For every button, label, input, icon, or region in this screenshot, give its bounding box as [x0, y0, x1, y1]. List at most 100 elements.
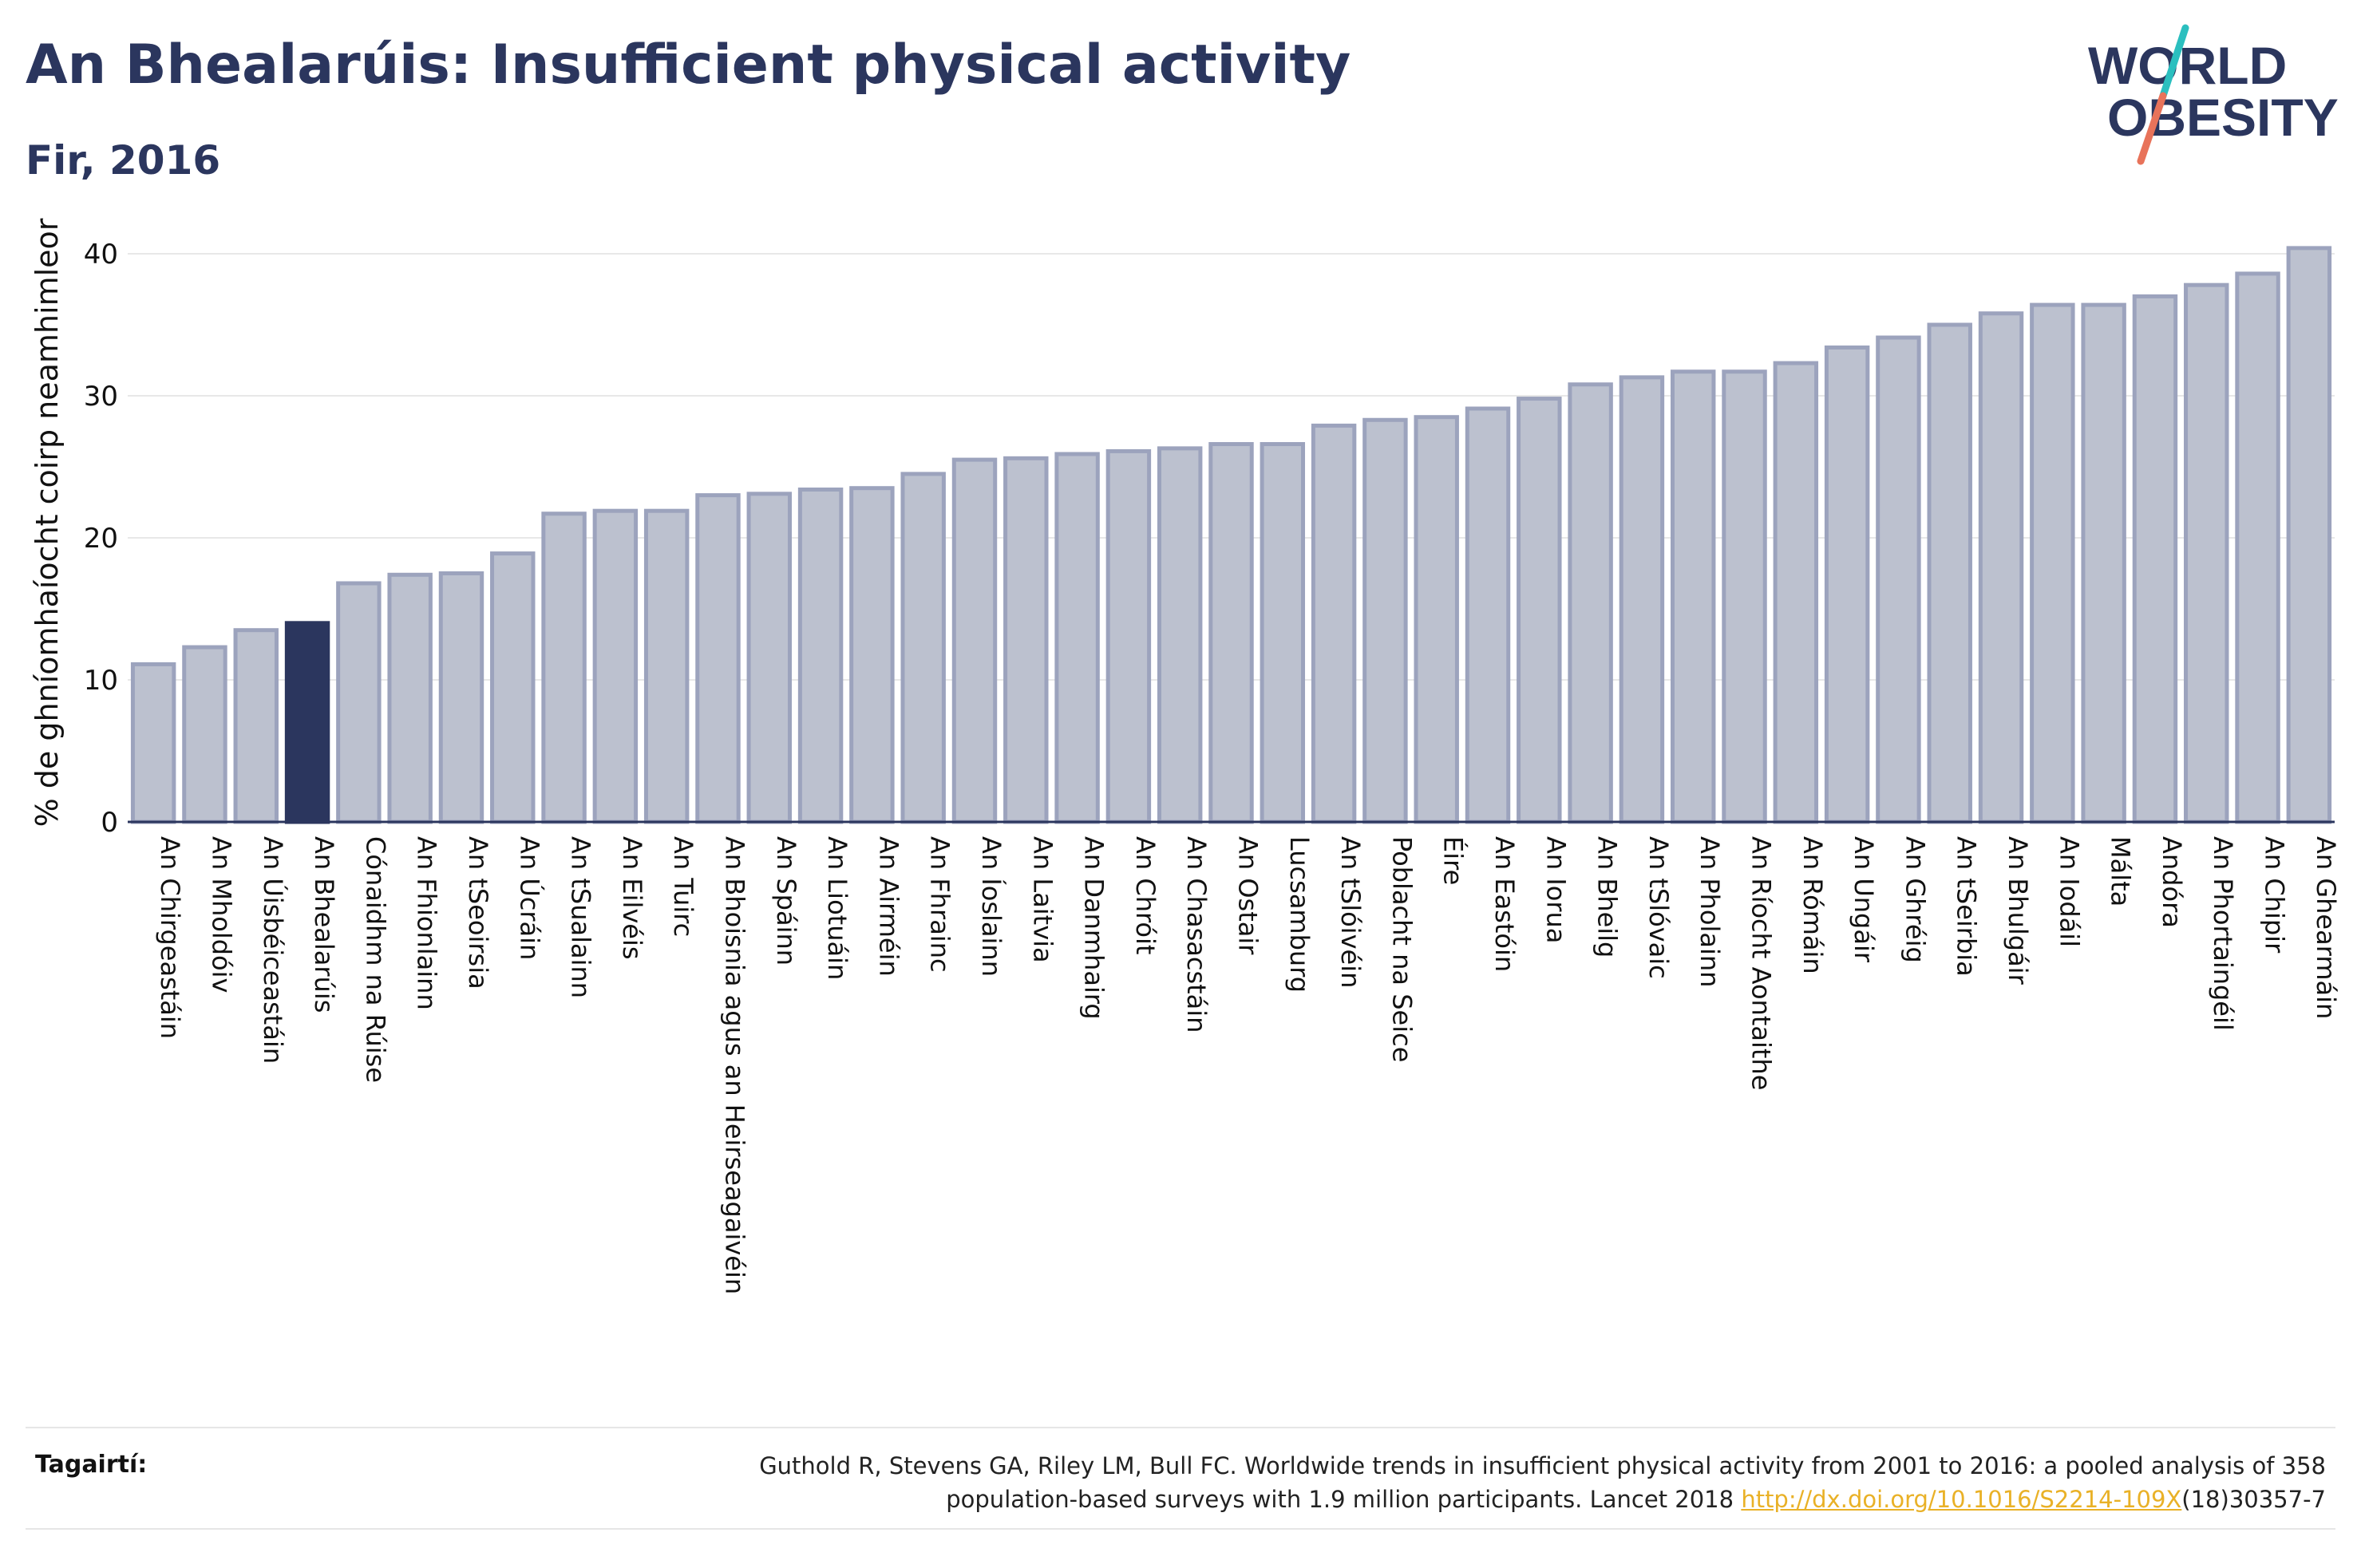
bar[interactable]	[2286, 246, 2332, 824]
x-tick-label: An Bhoisnia agus an Heirseagaivéin	[719, 836, 749, 1294]
x-tick-label: An Úisbéiceastáin	[258, 836, 289, 1064]
bar[interactable]	[1105, 448, 1152, 824]
bar[interactable]	[1978, 311, 2024, 824]
x-tick-label: Málta	[2106, 836, 2136, 906]
bar[interactable]	[1003, 456, 1049, 824]
x-tick-label: An tSualainn	[566, 836, 596, 998]
bar[interactable]	[182, 645, 227, 824]
bar[interactable]	[1671, 369, 1716, 824]
x-tick-label: An Bhealarúis	[309, 836, 339, 1013]
bar[interactable]	[1517, 397, 1562, 824]
x-tick-label: An Liotuáin	[822, 836, 852, 980]
bar[interactable]	[1722, 369, 1767, 824]
x-axis: An Chirgeastáin An Mholdóiv An Úisbéiceast…	[128, 820, 2341, 1294]
x-tick-label: An Eastóin	[1489, 836, 1520, 972]
references-doi-link[interactable]: http://dx.doi.org/10.1016/S2214-109X	[1741, 1486, 2182, 1513]
bar[interactable]	[233, 628, 279, 824]
x-tick-label: Poblacht na Seice	[1386, 836, 1417, 1062]
bar[interactable]	[2184, 282, 2229, 824]
x-tick-label: An Pholainn	[1695, 836, 1725, 987]
bar[interactable]	[1208, 442, 1254, 824]
bar[interactable]	[1824, 345, 1870, 824]
bar[interactable]	[1619, 375, 1665, 824]
x-tick-label: An Fhionlainn	[412, 836, 442, 1010]
x-tick-label: An Laitvia	[1027, 836, 1058, 963]
x-tick-label: An Íoslainn	[976, 836, 1006, 977]
y-tick-label: 10	[84, 665, 118, 697]
x-tick-label: An Bheilg	[1592, 836, 1623, 958]
bar[interactable]	[1773, 361, 1819, 824]
bar[interactable]	[592, 508, 639, 824]
x-tick-label: Andóra	[2157, 836, 2187, 928]
x-tick-label: An Ungáir	[1849, 836, 1879, 963]
bar[interactable]	[336, 581, 382, 824]
references-line2-prefix: population-based surveys with 1.9 millio…	[946, 1486, 1742, 1513]
x-tick-label: An Tuirc	[668, 836, 698, 937]
y-tick-label: 40	[84, 239, 118, 271]
bar[interactable]	[746, 492, 793, 824]
bars	[130, 246, 2332, 824]
bar[interactable]	[541, 511, 587, 824]
bar[interactable]	[2081, 302, 2126, 824]
x-tick-label: Éire	[1438, 836, 1469, 885]
y-axis: 0 10 20 30 40	[84, 239, 118, 839]
bar[interactable]	[900, 472, 946, 824]
x-tick-label: An tSlóvaic	[1643, 836, 1674, 979]
x-tick-label: An Chróit	[1130, 836, 1161, 954]
x-tick-label: An Chasacstáin	[1181, 836, 1212, 1033]
bar[interactable]	[1260, 442, 1306, 824]
bar[interactable]	[2030, 302, 2075, 824]
x-tick-label: An Bhulgáir	[2003, 836, 2033, 985]
y-axis-label: % de ghníomhaíocht coirp neamhimleor	[30, 218, 65, 827]
x-tick-label: An Ostair	[1233, 836, 1264, 955]
logo-slash-coral	[2137, 92, 2167, 165]
x-tick-label: An Mholdóiv	[206, 836, 236, 993]
chart-subtitle: Fir, 2016	[26, 137, 221, 184]
bar[interactable]	[643, 508, 690, 824]
bar[interactable]	[2132, 294, 2178, 824]
bar[interactable]	[1465, 406, 1511, 824]
bar[interactable]	[849, 486, 895, 824]
y-tick-label: 30	[84, 381, 118, 413]
x-tick-label: An Airméin	[873, 836, 904, 977]
references-panel: Tagairtí: Guthold R, Stevens GA, Riley L…	[26, 1427, 2335, 1530]
bar[interactable]	[284, 621, 330, 824]
x-tick-label: An tSeoirsia	[463, 836, 493, 989]
bar[interactable]	[490, 551, 536, 824]
bar[interactable]	[1414, 415, 1459, 824]
bar[interactable]	[130, 662, 176, 824]
x-tick-label: Lucsamburg	[1284, 836, 1315, 993]
bar[interactable]	[2235, 271, 2280, 824]
x-tick-label: An Rómáin	[1797, 836, 1828, 974]
references-line2-suffix: (18)30357-7	[2181, 1486, 2326, 1513]
y-tick-label: 20	[84, 523, 118, 555]
bar[interactable]	[695, 493, 741, 824]
bar[interactable]	[1157, 446, 1203, 824]
bar[interactable]	[951, 457, 998, 824]
y-tick-label: 0	[101, 807, 118, 839]
bar[interactable]	[1876, 335, 1921, 824]
references-label: Tagairtí:	[35, 1451, 148, 1479]
bar[interactable]	[797, 487, 844, 824]
x-tick-label: An tSlóivéin	[1335, 836, 1366, 988]
bar[interactable]	[1362, 417, 1408, 824]
x-tick-label: An Fhrainc	[925, 836, 955, 973]
x-tick-label: An tSeirbia	[1952, 836, 1982, 977]
x-tick-label: An Chirgeastáin	[155, 836, 185, 1039]
x-tick-label: An Ríocht Aontaithe	[1746, 836, 1777, 1090]
bar[interactable]	[1927, 322, 1972, 824]
x-tick-label: An Eilvéis	[617, 836, 647, 960]
bar[interactable]	[1311, 423, 1357, 824]
world-obesity-logo: WORLD OBESITY	[2088, 24, 2339, 165]
x-tick-label: An Phortaingéil	[2208, 836, 2238, 1031]
x-tick-label: An Danmhairg	[1079, 836, 1109, 1020]
x-tick-label: An Spáinn	[771, 836, 801, 966]
x-tick-label: An Iorua	[1540, 836, 1571, 943]
x-tick-label: An Iodáil	[2054, 836, 2084, 947]
bar[interactable]	[438, 571, 484, 824]
chart-title: An Bhealarúis: Insufficient physical act…	[26, 34, 1351, 97]
references-text: Guthold R, Stevens GA, Riley LM, Bull FC…	[490, 1449, 2326, 1516]
bar[interactable]	[387, 572, 433, 824]
bar[interactable]	[1568, 382, 1613, 824]
bar[interactable]	[1054, 452, 1100, 824]
